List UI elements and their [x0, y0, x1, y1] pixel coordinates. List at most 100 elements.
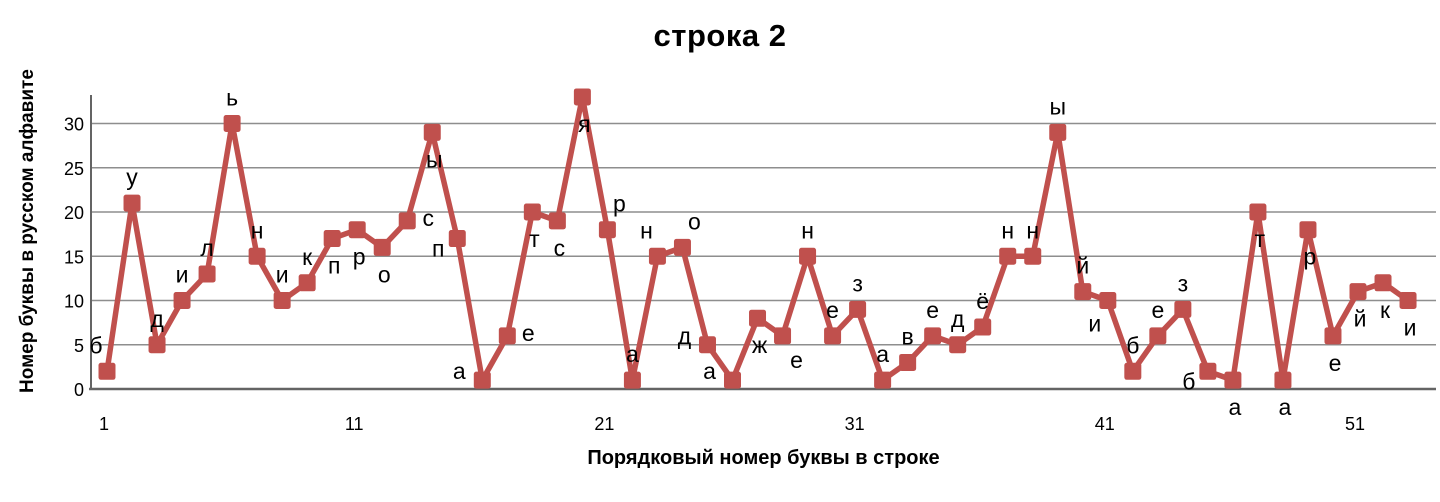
- data-point-label: е: [926, 297, 939, 323]
- data-point-label: о: [378, 261, 391, 287]
- data-point-marker: [1049, 123, 1067, 141]
- data-point-marker: [148, 336, 166, 354]
- data-point-label: е: [790, 347, 803, 373]
- data-point-marker: [1124, 362, 1142, 380]
- data-point-marker: [298, 274, 316, 292]
- x-tick-label: 1: [99, 414, 109, 434]
- data-point-marker: [348, 221, 366, 239]
- data-point-label: р: [353, 244, 366, 270]
- data-point-marker: [248, 247, 266, 265]
- data-point-label: р: [613, 191, 626, 217]
- data-point-marker: [123, 194, 141, 212]
- data-point-marker: [1174, 300, 1192, 318]
- data-point-marker: [498, 327, 516, 345]
- data-point-label: д: [678, 323, 692, 349]
- data-point-marker: [623, 371, 641, 389]
- data-point-marker: [648, 247, 666, 265]
- data-point-marker: [1099, 292, 1117, 309]
- data-point-label: ы: [1049, 93, 1066, 119]
- data-point-marker: [1374, 274, 1392, 292]
- data-point-marker: [974, 318, 992, 336]
- data-point-label: н: [251, 217, 264, 243]
- data-point-label: и: [276, 262, 289, 288]
- data-point-marker: [598, 221, 616, 239]
- data-point-marker: [173, 292, 191, 309]
- data-point-label: й: [1354, 306, 1367, 332]
- data-point-label: а: [1229, 394, 1242, 420]
- data-point-label: е: [1151, 297, 1164, 323]
- data-point-marker: [373, 238, 391, 256]
- data-point-marker: [673, 238, 691, 256]
- data-point-label: ё: [976, 288, 989, 314]
- x-tick-label: 41: [1095, 414, 1115, 434]
- y-tick-label: 0: [74, 380, 84, 400]
- data-point-label: я: [578, 111, 590, 137]
- data-point-marker: [273, 292, 291, 309]
- data-point-label: ь: [226, 85, 238, 111]
- data-point-label: п: [432, 236, 444, 262]
- data-point-label: н: [801, 217, 814, 243]
- data-point-label: а: [1279, 394, 1292, 420]
- data-point-label: с: [554, 235, 566, 261]
- data-point-marker: [949, 336, 967, 354]
- data-point-marker: [899, 353, 917, 371]
- data-point-label: д: [951, 306, 965, 332]
- x-tick-label: 31: [845, 414, 865, 434]
- data-point-label: ы: [426, 146, 443, 172]
- data-point-marker: [724, 371, 741, 389]
- data-point-marker: [423, 123, 441, 141]
- data-point-marker: [824, 327, 842, 345]
- data-point-label: в: [902, 323, 914, 349]
- data-point-marker: [523, 203, 541, 221]
- data-point-marker: [573, 88, 591, 106]
- x-axis-title: Порядковый номер буквы в строке: [587, 447, 940, 469]
- data-point-marker: [924, 327, 942, 345]
- data-point-label: п: [328, 253, 340, 279]
- data-point-label: и: [1088, 311, 1101, 337]
- data-point-marker: [774, 327, 792, 345]
- data-point-marker: [473, 371, 491, 389]
- data-point-marker: [1274, 371, 1292, 389]
- data-point-marker: [999, 247, 1017, 265]
- x-tick-label: 51: [1345, 414, 1365, 434]
- x-tick-label: 11: [345, 414, 364, 434]
- data-point-marker: [548, 212, 566, 230]
- data-point-label: з: [852, 270, 863, 296]
- data-point-marker: [1074, 283, 1092, 301]
- y-tick-label: 30: [64, 115, 84, 135]
- y-tick-label: 10: [64, 292, 84, 312]
- data-point-marker: [1199, 362, 1217, 380]
- data-point-marker: [323, 230, 341, 248]
- data-point-label: н: [1001, 217, 1014, 243]
- data-point-marker: [1024, 247, 1042, 265]
- data-point-marker: [1299, 221, 1317, 239]
- data-point-label: з: [1178, 270, 1189, 296]
- data-point-marker: [1249, 203, 1267, 221]
- data-point-label: б: [1182, 368, 1195, 394]
- data-point-marker: [1349, 283, 1367, 301]
- data-point-label: к: [302, 244, 313, 270]
- data-point-marker: [223, 115, 241, 132]
- data-point-marker: [398, 212, 416, 230]
- data-point-marker: [1399, 292, 1417, 309]
- data-point-label: н: [1026, 217, 1039, 243]
- x-tick-label: 21: [594, 414, 614, 434]
- data-point-label: о: [688, 208, 701, 234]
- data-point-label: и: [1404, 315, 1417, 341]
- y-tick-label: 5: [74, 336, 84, 356]
- data-point-label: д: [150, 306, 164, 332]
- data-point-label: е: [826, 297, 839, 323]
- data-point-marker: [1149, 327, 1167, 345]
- data-point-label: а: [626, 341, 639, 367]
- data-point-label: а: [703, 358, 716, 384]
- data-point-label: е: [522, 320, 535, 346]
- data-point-label: и: [176, 262, 189, 288]
- y-tick-label: 20: [64, 203, 84, 223]
- data-point-label: е: [1329, 350, 1342, 376]
- data-point-label: ж: [752, 332, 768, 358]
- data-point-label: т: [1255, 226, 1266, 252]
- data-point-label: р: [1304, 244, 1317, 270]
- data-point-label: к: [1380, 297, 1391, 323]
- data-point-marker: [874, 371, 892, 389]
